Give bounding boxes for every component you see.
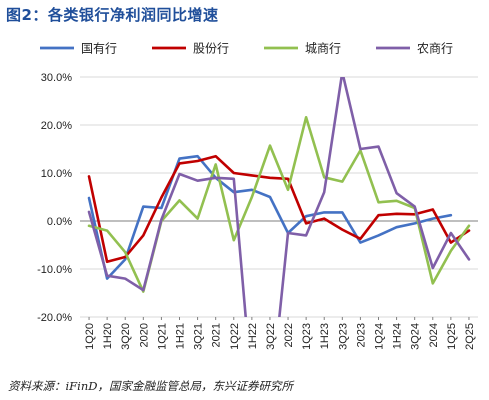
y-tick-label: 20.0% <box>41 120 72 132</box>
x-tick-label: 1Q22 <box>229 323 241 350</box>
series-line-1 <box>87 154 471 264</box>
x-tick-label: 1H21 <box>175 323 187 349</box>
x-tick-label: 1Q21 <box>156 323 168 350</box>
x-axis: 1Q20 1H20 3Q20 2020 1Q21 1H21 3Q21 2021 1Q22 1H22… <box>84 317 476 350</box>
series-line-0 <box>87 154 453 280</box>
x-tick-label: 2021 <box>211 323 223 347</box>
x-tick-label: 2024 <box>428 323 440 347</box>
chart-legend: 国有行 股份行 城商行 农商行 <box>40 41 453 56</box>
source-note: 资料来源：iFinD，国家金融监管总局，东兴证券研究所 <box>8 379 293 393</box>
y-tick-label: 30.0% <box>41 72 72 84</box>
series-group <box>87 77 471 317</box>
x-tick-label: 1H23 <box>319 323 331 349</box>
x-tick-label: 3Q23 <box>337 323 349 350</box>
x-tick-label: 1Q25 <box>446 323 458 350</box>
series-line-3 <box>87 77 471 317</box>
legend-label: 国有行 <box>81 42 117 56</box>
x-tick-label: 1Q20 <box>84 323 96 350</box>
y-tick-label: -10.0% <box>37 264 72 276</box>
x-tick-label: 2020 <box>138 323 150 347</box>
chart-title: 图2：各类银行净利润同比增速 <box>6 6 219 24</box>
legend-label: 股份行 <box>193 42 229 56</box>
y-tick-label: 0.0% <box>47 216 72 228</box>
x-tick-label: 3Q24 <box>410 323 422 350</box>
y-tick-label: 10.0% <box>41 168 72 180</box>
x-tick-label: 1Q23 <box>301 323 313 350</box>
x-tick-label: 2022 <box>283 323 295 347</box>
x-tick-label: 2Q25 <box>464 323 476 350</box>
x-tick-label: 1Q24 <box>374 323 386 350</box>
x-tick-label: 1H24 <box>392 323 404 349</box>
x-tick-label: 3Q21 <box>193 323 205 350</box>
x-tick-label: 3Q20 <box>120 323 132 350</box>
y-tick-label: -20.0% <box>37 312 72 324</box>
legend-label: 城商行 <box>305 41 341 56</box>
x-tick-label: 3Q22 <box>265 323 277 350</box>
legend-label: 农商行 <box>417 41 453 56</box>
x-tick-label: 1H20 <box>102 323 114 349</box>
x-tick-label: 2023 <box>355 323 367 347</box>
x-tick-label: 1H22 <box>247 323 259 349</box>
y-axis: -20.0% -10.0% 0.0% 10.0% 20.0% 30.0% <box>37 72 72 324</box>
